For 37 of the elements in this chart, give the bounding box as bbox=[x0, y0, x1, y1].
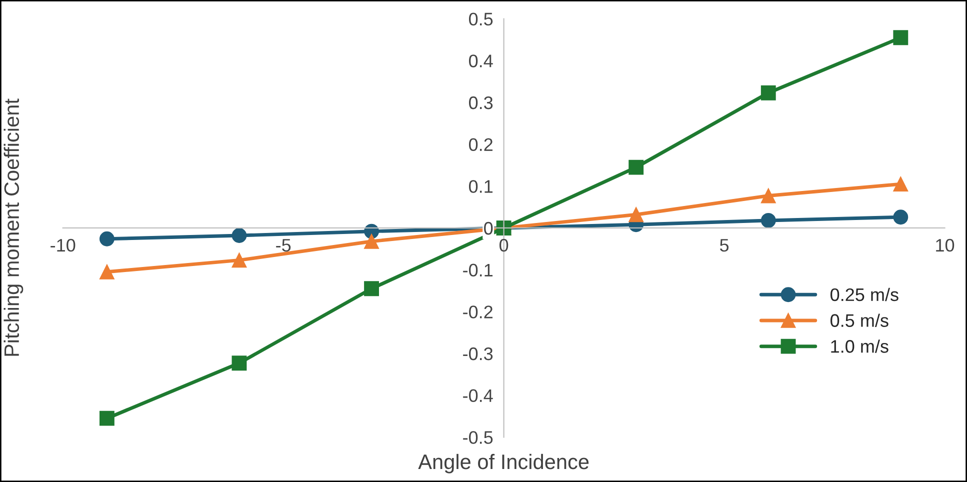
point bbox=[760, 85, 776, 100]
x-tick-label: 5 bbox=[720, 239, 729, 252]
point bbox=[364, 234, 379, 249]
y-tick-label: 0.3 bbox=[469, 96, 493, 110]
point bbox=[364, 281, 379, 296]
y-tick-label: -0.5 bbox=[463, 431, 493, 444]
point bbox=[893, 176, 908, 192]
point bbox=[99, 264, 114, 280]
point bbox=[893, 30, 908, 46]
point bbox=[99, 410, 114, 426]
y-tick-label: -0.3 bbox=[463, 347, 493, 360]
legend-label: 0.25 m/s bbox=[830, 288, 898, 302]
point bbox=[232, 228, 247, 243]
point bbox=[628, 160, 644, 175]
point bbox=[760, 188, 776, 204]
y-tick-label: -0.1 bbox=[463, 264, 493, 277]
point bbox=[232, 252, 247, 268]
point bbox=[760, 212, 776, 228]
x-tick-label: 10 bbox=[936, 238, 954, 252]
y-tick-label: -0.2 bbox=[463, 306, 492, 318]
point bbox=[893, 210, 908, 225]
x-tick-label: -5 bbox=[276, 239, 291, 252]
y-tick-label: 0.5 bbox=[469, 12, 493, 26]
point bbox=[232, 356, 247, 371]
y-tick-label: 0.4 bbox=[469, 54, 493, 68]
x-axis-title: Angle of Incidence bbox=[418, 454, 589, 474]
y-tick-label: 0.2 bbox=[469, 138, 492, 152]
y-tick-label: 0 bbox=[484, 222, 493, 235]
y-axis-title: Pitching moment Coefficient bbox=[4, 98, 24, 356]
x-tick-label: -10 bbox=[50, 238, 76, 252]
point bbox=[99, 231, 114, 246]
y-tick-label: -0.4 bbox=[463, 389, 493, 402]
legend-label: 1.0 m/s bbox=[831, 340, 888, 353]
x-tick-label: 0 bbox=[499, 238, 508, 252]
legend-label: 0.5 m/s bbox=[830, 314, 888, 327]
y-tick-label: 0.1 bbox=[469, 180, 493, 193]
point bbox=[628, 207, 644, 222]
